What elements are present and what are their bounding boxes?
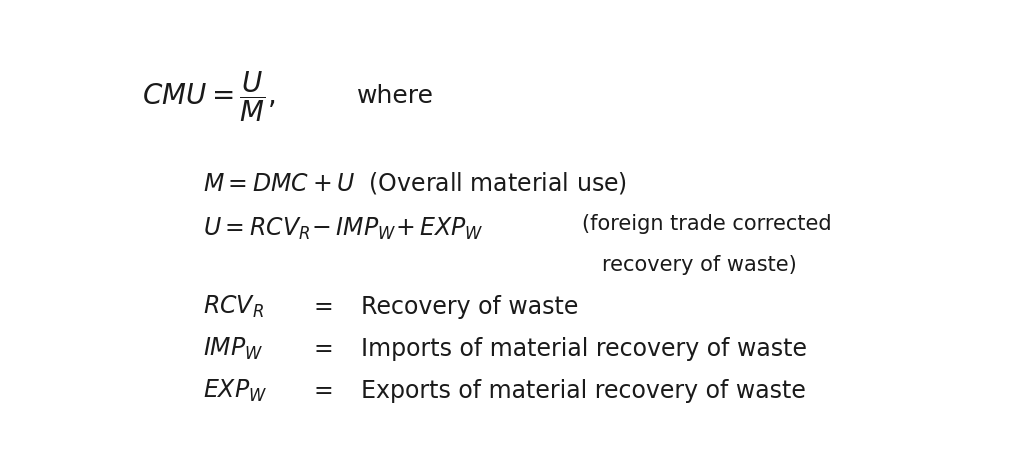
Text: $\mathit{IMP}_W$: $\mathit{IMP}_W$ (203, 336, 263, 362)
Text: Recovery of waste: Recovery of waste (361, 295, 578, 319)
Text: =: = (313, 379, 332, 403)
Text: =: = (313, 295, 332, 319)
Text: $\mathit{CMU} = \dfrac{\mathit{U}}{\mathit{M}},$: $\mathit{CMU} = \dfrac{\mathit{U}}{\math… (142, 69, 275, 124)
Text: $\mathit{M} = \mathit{DMC} + \mathit{U}$  (Overall material use): $\mathit{M} = \mathit{DMC} + \mathit{U}$… (203, 170, 626, 197)
Text: recovery of waste): recovery of waste) (601, 255, 796, 275)
Text: $\mathit{U} = \mathit{RCV}_R\!-\mathit{IMP}_W\!+\mathit{EXP}_W$: $\mathit{U} = \mathit{RCV}_R\!-\mathit{I… (203, 216, 483, 242)
Text: Imports of material recovery of waste: Imports of material recovery of waste (361, 337, 806, 361)
Text: Exports of material recovery of waste: Exports of material recovery of waste (361, 379, 805, 403)
Text: $\mathit{RCV}_R$: $\mathit{RCV}_R$ (203, 294, 263, 320)
Text: where: where (357, 84, 433, 108)
Text: (foreign trade corrected: (foreign trade corrected (582, 213, 830, 234)
Text: =: = (313, 337, 332, 361)
Text: $\mathit{EXP}_W$: $\mathit{EXP}_W$ (203, 378, 267, 404)
